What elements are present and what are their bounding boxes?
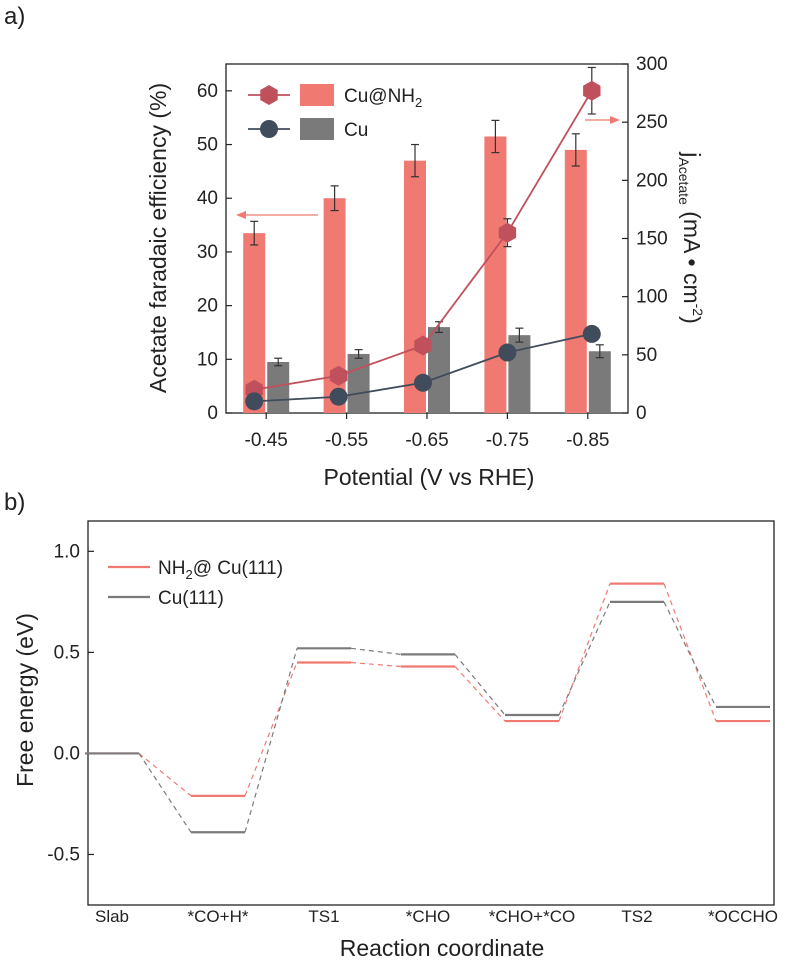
panel-a: a) 0 10 20 30 40 50 60 0 50 100 150 200 250 300 -0.45 -…	[4, 3, 706, 490]
circle-marker	[414, 373, 432, 392]
panel-a-legend: Cu@NH2 Cu	[248, 84, 422, 141]
connector-cu111	[138, 753, 192, 833]
x-tick-label: -0.75	[486, 430, 529, 451]
x-category-label: *CHO+*CO	[489, 907, 575, 926]
connector-cu111	[350, 647, 402, 655]
x-tick-label: -0.45	[245, 430, 288, 451]
y2-tick-label: 50	[636, 345, 657, 366]
x-tick-label: -0.55	[325, 430, 368, 451]
legend-label-cu111: Cu(111)	[158, 588, 224, 609]
x-category-label: *OCCHO	[708, 907, 778, 926]
panel-a-y-axis-title: Acetate faradaic efficiency (%)	[145, 83, 171, 393]
y2-label-rest: (mA • cm	[679, 205, 705, 304]
bar-cu	[428, 327, 450, 413]
connector-nh2-cu111	[454, 666, 506, 722]
y-tick-label: 40	[197, 188, 218, 209]
legend-swatch-cu	[300, 118, 334, 140]
x-category-label: *CHO	[406, 907, 450, 926]
y2-tick-label: 200	[636, 170, 668, 191]
circle-marker	[329, 387, 348, 406]
panel-label-b: b)	[4, 489, 25, 516]
legend-label-nh2-cu111: NH2@ Cu(111)	[158, 558, 283, 582]
x-tick-label: -0.85	[566, 430, 609, 451]
y2-label-end: )	[679, 316, 705, 324]
panel-b: b) -0.5 0.0 0.5 1.0 Slab *CO+H* TS1 *CHO *CHO+*C…	[4, 489, 778, 961]
connector-cu111	[558, 601, 611, 716]
bar-cu-nh2	[243, 233, 266, 413]
panel-b-x-axis-title: Reaction coordinate	[340, 935, 545, 961]
y2-tick-label: 250	[636, 112, 668, 133]
y2-tick-label: 150	[636, 229, 668, 250]
connector-nh2-cu111	[244, 662, 298, 797]
connector-cu111	[663, 601, 717, 708]
connector-nh2-cu111	[138, 752, 192, 797]
legend-swatch-cu-nh2	[300, 84, 334, 106]
connector-cu111	[244, 648, 298, 833]
hexagon-marker	[414, 335, 432, 356]
legend-circle-marker	[260, 120, 278, 138]
panel-b-legend: NH2@ Cu(111) Cu(111)	[108, 558, 283, 609]
panel-a-y2-axis-title: jAcetate (mA • cm-2)	[676, 151, 706, 324]
panel-a-x-axis-title: Potential (V vs RHE)	[324, 464, 535, 490]
y2-tick-label: 100	[636, 287, 668, 308]
legend-label-cu: Cu	[344, 120, 368, 141]
y-tick-label: 0.0	[54, 743, 80, 764]
panel-b-y-axis-title: Free energy (eV)	[12, 613, 38, 787]
y-tick-label: 50	[197, 135, 218, 156]
panel-b-plot-area: -0.5 0.0 0.5 1.0 Slab *CO+H* TS1 *CHO *CHO+*CO TS…	[47, 520, 778, 926]
bar-cu-nh2	[323, 198, 346, 413]
circle-marker	[582, 324, 601, 343]
x-category-label: TS2	[621, 907, 652, 926]
connector-nh2-cu111	[350, 661, 402, 668]
y-tick-label: 20	[197, 296, 218, 317]
bar-cu	[347, 353, 370, 413]
panel-b-frame	[87, 520, 775, 906]
y2-label-sup: -2	[690, 304, 706, 317]
bar-cu	[588, 351, 611, 413]
y2-tick-label: 300	[636, 54, 668, 75]
panel-a-plot-area: 0 10 20 30 40 50 60 0 50 100 150 200 250 300 -0.45 -0.5…	[197, 54, 668, 451]
connector-nh2-cu111	[558, 583, 611, 722]
panel-label-a: a)	[4, 3, 25, 30]
y2-tick-label: 0	[636, 403, 647, 424]
y-tick-label: 30	[197, 242, 218, 263]
left-axis-arrowhead	[236, 211, 246, 219]
bar-cu-nh2	[564, 149, 587, 413]
hexagon-marker	[329, 365, 348, 386]
hexagon-marker	[498, 222, 517, 243]
x-tick-label: -0.65	[405, 430, 448, 451]
legend-label-cu-nh2: Cu@NH2	[344, 86, 422, 110]
y-tick-label: -0.5	[47, 844, 80, 865]
connector-nh2-cu111	[663, 583, 717, 722]
right-axis-arrowhead	[610, 116, 620, 124]
connector-cu111	[454, 654, 506, 716]
y-tick-label: 1.0	[54, 541, 80, 562]
x-category-label: TS1	[308, 907, 339, 926]
hexagon-marker	[583, 80, 601, 101]
x-category-label: *CO+H*	[188, 907, 249, 926]
y2-label-sub: Acetate	[676, 157, 692, 205]
x-category-label: Slab	[95, 907, 129, 926]
circle-marker	[245, 392, 264, 411]
y-tick-label: 0	[207, 403, 218, 424]
bar-cu-nh2	[484, 136, 507, 413]
y2-label-j: j	[679, 151, 705, 157]
y-tick-label: 60	[197, 81, 218, 102]
circle-marker	[498, 343, 517, 362]
y-tick-label: 10	[197, 349, 218, 370]
y-tick-label: 0.5	[54, 642, 80, 663]
legend-hexagon-marker	[260, 85, 278, 105]
